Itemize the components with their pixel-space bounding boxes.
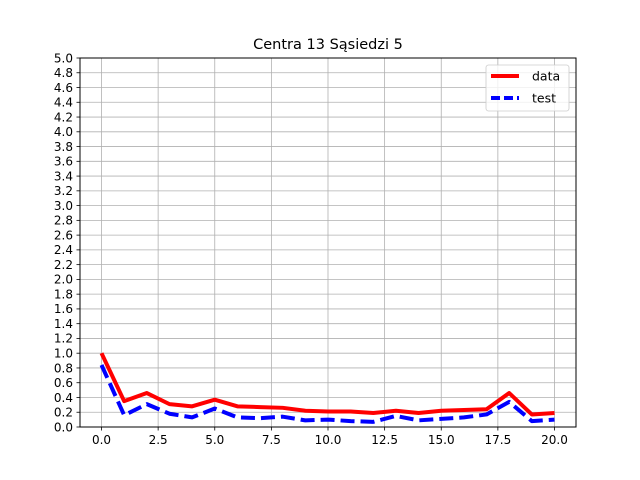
y-tick-label: 2.8 — [54, 214, 73, 228]
x-tick-label: 0.0 — [92, 433, 111, 447]
y-tick-label: 3.6 — [54, 155, 73, 169]
y-tick-label: 2.6 — [54, 228, 73, 242]
y-tick-label: 4.4 — [54, 96, 73, 110]
y-tick-label: 2.4 — [54, 243, 73, 257]
series-lines — [99, 352, 555, 424]
x-tick-label: 20.0 — [541, 433, 568, 447]
series-line-data — [99, 352, 555, 417]
y-tick-label: 3.2 — [54, 184, 73, 198]
y-tick-label: 1.4 — [54, 317, 73, 331]
y-tick-label: 3.8 — [54, 140, 73, 154]
y-tick-label: 2.2 — [54, 258, 73, 272]
y-tick-label: 5.0 — [54, 51, 73, 65]
x-tick-label: 15.0 — [428, 433, 455, 447]
chart-title: Centra 13 Sąsiedzi 5 — [253, 37, 403, 53]
x-tick-label: 2.5 — [149, 433, 168, 447]
y-tick-label: 4.0 — [54, 125, 73, 139]
series-line-test — [99, 364, 555, 424]
axes: 0.0 2.5 5.0 7.5 10.0 12.5 15.0 17.5 20.00.00.20.… — [54, 51, 568, 447]
y-tick-label: 0.0 — [54, 420, 73, 434]
y-tick-label: 1.8 — [54, 287, 73, 301]
y-tick-label: 0.8 — [54, 361, 73, 375]
x-tick-label: 5.0 — [205, 433, 224, 447]
x-tick-label: 17.5 — [485, 433, 512, 447]
y-tick-label: 2.0 — [54, 273, 73, 287]
y-tick-label: 1.6 — [54, 302, 73, 316]
y-tick-label: 3.0 — [54, 199, 73, 213]
x-tick-label: 7.5 — [262, 433, 281, 447]
legend-label-data: data — [532, 69, 560, 84]
y-tick-label: 0.6 — [54, 376, 73, 390]
legend-label-test: test — [532, 91, 556, 106]
y-tick-label: 4.6 — [54, 81, 73, 95]
y-tick-label: 4.8 — [54, 66, 73, 80]
y-tick-label: 4.2 — [54, 110, 73, 124]
y-tick-label: 3.4 — [54, 169, 73, 183]
y-tick-label: 1.0 — [54, 347, 73, 361]
y-tick-label: 0.2 — [54, 406, 73, 420]
legend: data test — [485, 64, 570, 112]
x-tick-label: 10.0 — [315, 433, 342, 447]
x-tick-label: 12.5 — [371, 433, 398, 447]
y-tick-label: 1.2 — [54, 332, 73, 346]
y-tick-label: 0.4 — [54, 391, 73, 405]
